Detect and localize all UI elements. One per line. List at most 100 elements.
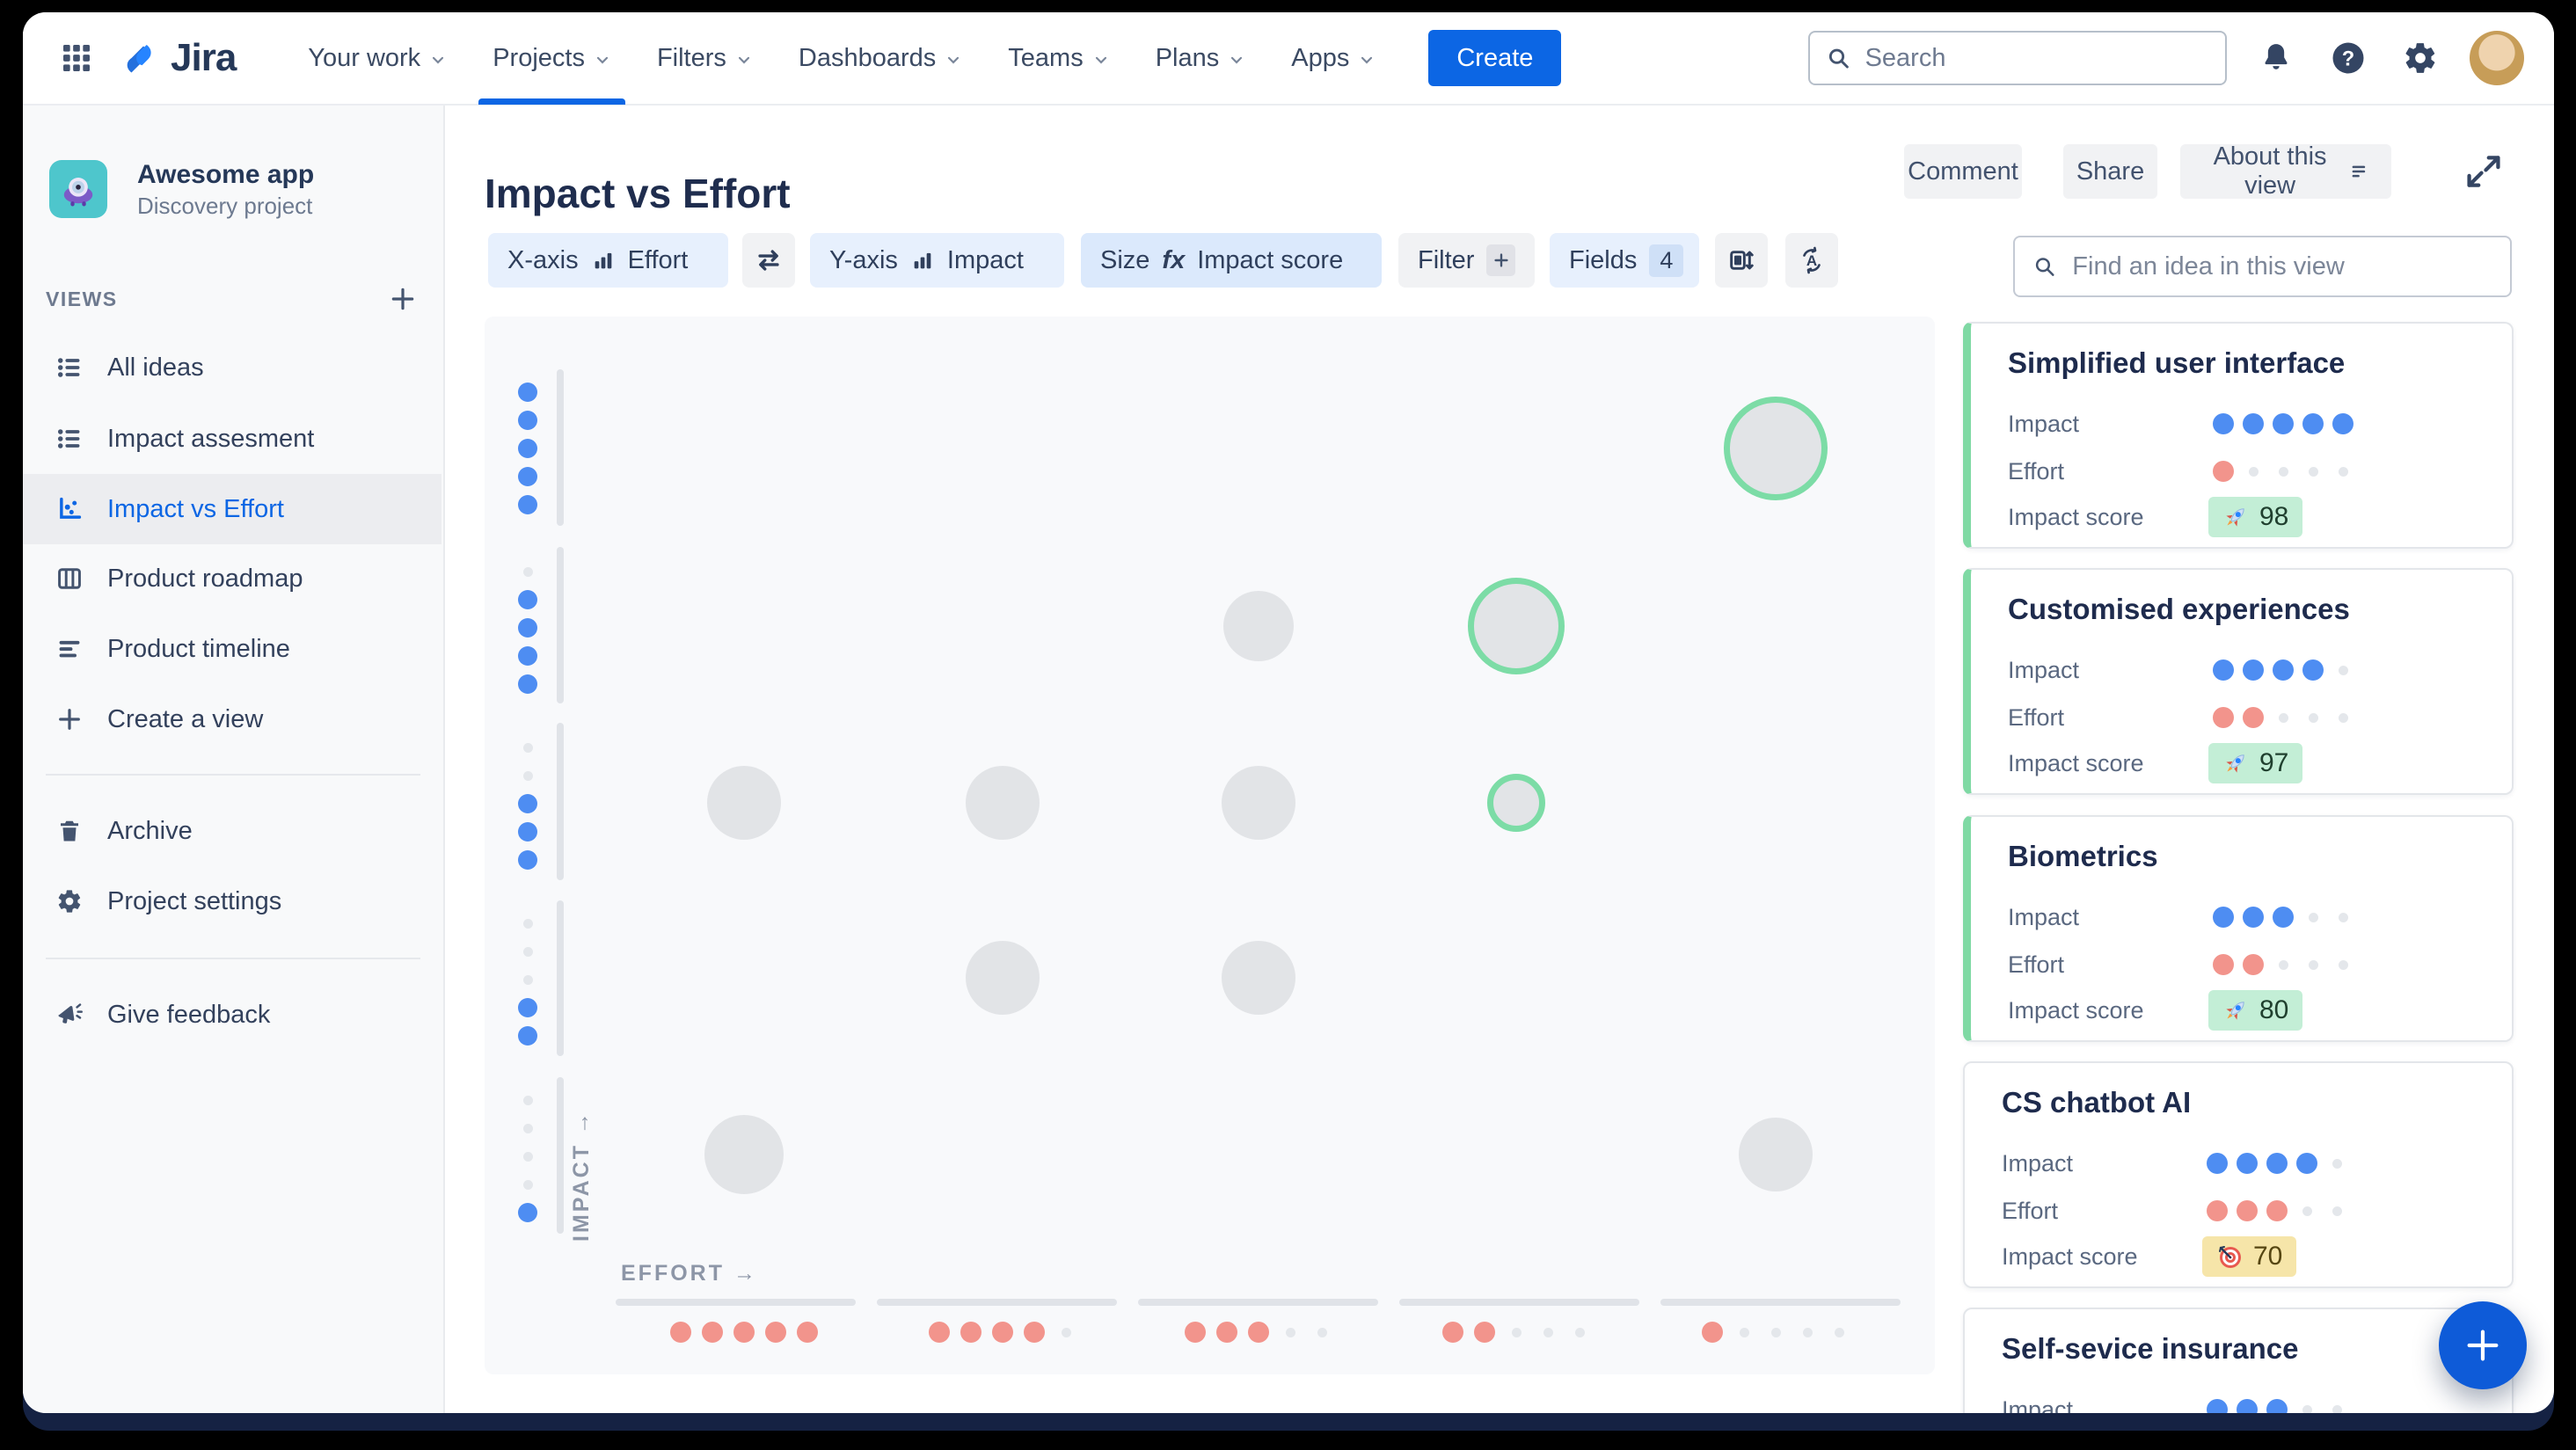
rating-dot-empty (2278, 959, 2288, 970)
share-button[interactable]: Share (2063, 144, 2157, 199)
gear-icon (2405, 43, 2435, 73)
effort-row: Effort (2008, 945, 2358, 984)
impact-row: Impact (2008, 898, 2358, 936)
user-avatar[interactable] (2470, 31, 2524, 85)
sidebar-item-impact-vs-effort[interactable]: Impact vs Effort (23, 474, 441, 544)
rating-dot-filled (2237, 1399, 2258, 1413)
add-view-button[interactable] (385, 281, 420, 317)
list-icon (55, 424, 84, 454)
impact-score-label: Impact score (2008, 996, 2144, 1024)
global-search[interactable] (1808, 31, 2227, 85)
bubble-layer (23, 12, 2554, 1413)
project-header[interactable]: Awesome app Discovery project (49, 158, 314, 220)
create-idea-fab-button[interactable] (2439, 1301, 2527, 1389)
swap-axes-button[interactable] (742, 233, 795, 288)
notifications-button[interactable] (2253, 35, 2299, 81)
chart-bubble[interactable] (966, 941, 1040, 1015)
y-axis-rating-4 (518, 557, 537, 698)
idea-card[interactable]: Simplified user interface Impact Effort … (1963, 322, 2514, 549)
size-chip[interactable]: Size fx Impact score (1081, 233, 1382, 288)
swap-arrows-icon (758, 250, 779, 271)
rating-dot-filled (2273, 659, 2294, 681)
rating-dot-filled (2243, 659, 2264, 681)
plus-icon (55, 704, 84, 734)
about-this-view-button[interactable]: About this view (2180, 142, 2391, 200)
sidebar-item-archive[interactable]: Archive (23, 796, 441, 866)
chart-bubble[interactable] (966, 766, 1040, 840)
nav-item-filters[interactable]: Filters (634, 12, 776, 105)
rating-dot-filled (2243, 413, 2264, 434)
row-height-button[interactable] (1715, 233, 1768, 288)
idea-card[interactable]: Biometrics Impact Effort Impact score 80 (1963, 815, 2514, 1042)
chart-bubble[interactable] (1468, 578, 1565, 674)
chart-bubble[interactable] (1739, 1118, 1813, 1191)
sidebar-item-all-ideas[interactable]: All ideas (23, 332, 441, 403)
comment-button[interactable]: Comment (1904, 144, 2022, 199)
chart-bubble[interactable] (1223, 591, 1294, 661)
nav-item-apps[interactable]: Apps (1268, 12, 1398, 105)
list-icon (55, 353, 84, 383)
find-idea-input[interactable] (2070, 251, 2492, 282)
y-axis-chip[interactable]: Y-axis Impact (810, 233, 1064, 288)
impact-score-badge: 80 (2208, 990, 2303, 1031)
board-icon (55, 564, 84, 594)
idea-card[interactable]: Self-sevice insurance Impact Effort Impa… (1963, 1308, 2514, 1413)
y-axis-segment (557, 723, 564, 880)
chart-bubble[interactable] (1487, 774, 1545, 832)
rating-dot-filled (2302, 659, 2324, 681)
y-axis-rating-1 (518, 1086, 537, 1227)
settings-button[interactable] (2397, 35, 2443, 81)
filter-label: Filter (1418, 245, 1475, 274)
x-axis-rating-5 (665, 1320, 823, 1344)
rocket-icon (2226, 1002, 2244, 1020)
project-type: Discovery project (137, 193, 313, 219)
x-axis-chip[interactable]: X-axis Effort (488, 233, 728, 288)
nav-item-dashboards[interactable]: Dashboards (776, 12, 985, 105)
filter-chip[interactable]: Filter (1398, 233, 1535, 288)
chart-bubble[interactable] (1724, 397, 1828, 500)
sidebar-item-create-a-view[interactable]: Create a view (23, 684, 441, 754)
impact-row: Impact (2008, 404, 2358, 443)
x-axis-rating-4 (923, 1320, 1082, 1344)
sort-button[interactable]: A (1785, 233, 1838, 288)
expand-view-button[interactable] (2461, 149, 2507, 195)
chart-bubble[interactable] (707, 766, 781, 840)
idea-card[interactable]: Customised experiences Impact Effort Imp… (1963, 568, 2514, 795)
chart-bubble[interactable] (1222, 941, 1295, 1015)
rating-dot-filled (518, 794, 537, 813)
chart-bubble[interactable] (1222, 766, 1295, 840)
impact-score-value: 80 (2259, 995, 2289, 1024)
rating-dot-filled (2266, 1153, 2288, 1174)
size-label: Size (1100, 245, 1150, 274)
idea-title: Customised experiences (2008, 593, 2350, 625)
rating-dot-filled (992, 1322, 1013, 1343)
app-switcher-button[interactable] (53, 34, 100, 82)
rating-dot-filled (2296, 1153, 2317, 1174)
sidebar-item-product-timeline[interactable]: Product timeline (23, 614, 441, 684)
find-idea-search[interactable] (2013, 236, 2512, 297)
idea-card[interactable]: CS chatbot AI Impact Effort Impact score… (1963, 1061, 2514, 1288)
search-input[interactable] (1863, 42, 2209, 74)
fields-chip[interactable]: Fields 4 (1550, 233, 1699, 288)
chart-bubble[interactable] (704, 1115, 784, 1194)
create-button[interactable]: Create (1428, 30, 1562, 86)
sidebar-item-product-roadmap[interactable]: Product roadmap (23, 543, 441, 614)
nav-item-plans[interactable]: Plans (1133, 12, 1269, 105)
jira-logo[interactable]: Jira (120, 36, 237, 80)
nav-item-your-work[interactable]: Your work (285, 12, 470, 105)
nav-item-teams[interactable]: Teams (985, 12, 1132, 105)
sidebar-item-impact-assesment[interactable]: Impact assesment (23, 404, 441, 474)
sort-alpha-icon: A (1803, 246, 1821, 274)
nav-item-projects[interactable]: Projects (470, 12, 634, 105)
help-button[interactable]: ? (2325, 35, 2371, 81)
rating-dot-empty (2332, 1404, 2342, 1413)
search-icon (1828, 48, 1849, 69)
impact-rating (2208, 656, 2358, 684)
rating-dot-empty (2248, 466, 2259, 477)
impact-rating (2202, 1395, 2352, 1413)
sidebar-item-give-feedback[interactable]: Give feedback (23, 980, 441, 1050)
fields-count-badge: 4 (1649, 244, 1684, 277)
top-navigation: Jira Your work Projects Filters Dashboar… (23, 12, 2554, 106)
sidebar-item-project-settings[interactable]: Project settings (23, 866, 441, 936)
search-icon (2035, 258, 2054, 276)
